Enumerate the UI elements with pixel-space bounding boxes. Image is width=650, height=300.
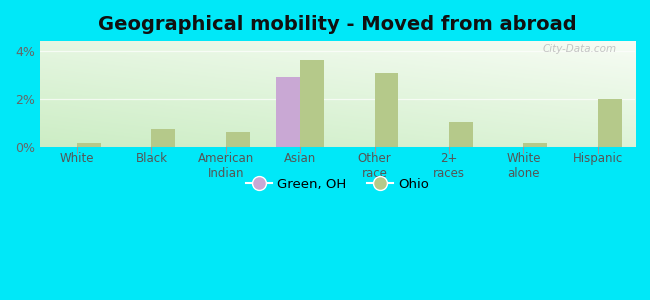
- Text: City-Data.com: City-Data.com: [543, 44, 617, 54]
- Bar: [300, 61, 324, 148]
- Bar: [77, 143, 101, 148]
- Bar: [523, 143, 547, 148]
- Bar: [374, 73, 398, 148]
- Legend: Green, OH, Ohio: Green, OH, Ohio: [240, 172, 434, 196]
- Title: Geographical mobility - Moved from abroad: Geographical mobility - Moved from abroa…: [98, 15, 577, 34]
- Bar: [226, 133, 250, 148]
- Bar: [276, 77, 300, 148]
- Bar: [598, 99, 621, 148]
- Bar: [449, 122, 473, 148]
- Bar: [151, 129, 176, 148]
